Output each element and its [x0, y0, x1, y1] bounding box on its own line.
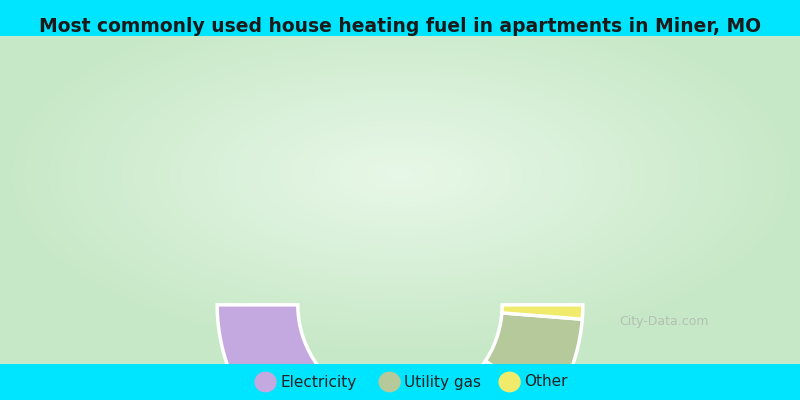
Ellipse shape: [498, 372, 521, 392]
Text: Utility gas: Utility gas: [404, 374, 481, 390]
Text: Other: Other: [524, 374, 567, 390]
Polygon shape: [217, 305, 553, 400]
Polygon shape: [502, 305, 583, 319]
Text: City-Data.com: City-Data.com: [619, 315, 709, 328]
Ellipse shape: [254, 372, 277, 392]
Polygon shape: [486, 313, 582, 400]
Text: Most commonly used house heating fuel in apartments in Miner, MO: Most commonly used house heating fuel in…: [39, 17, 761, 36]
Text: Electricity: Electricity: [280, 374, 356, 390]
Ellipse shape: [378, 372, 401, 392]
